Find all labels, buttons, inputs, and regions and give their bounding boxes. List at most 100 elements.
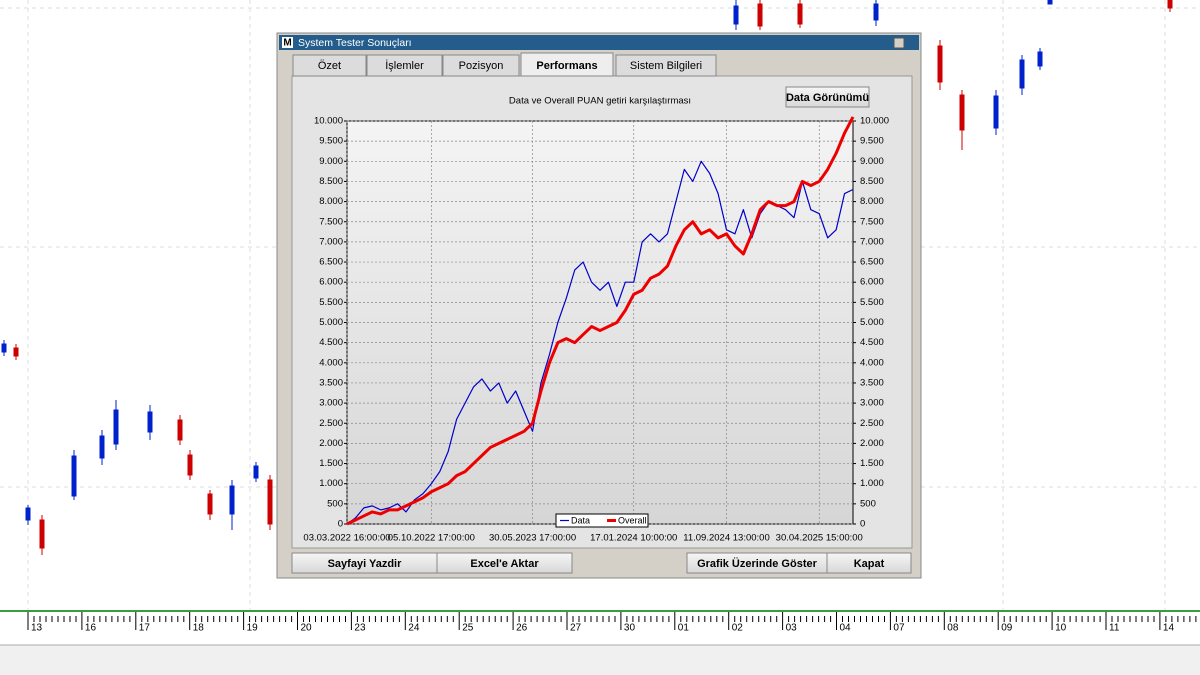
- y-tick-label: 0: [338, 519, 343, 530]
- x-tick-label: 17.01.2024 10:00:00: [590, 533, 677, 544]
- y-tick-label: 9.500: [319, 136, 343, 147]
- y2-tick-label: 7.500: [860, 216, 884, 227]
- y2-tick-label: 0: [860, 519, 865, 530]
- axis-label: 18: [193, 623, 205, 634]
- x-tick-label: 11.09.2024 13:00:00: [683, 533, 769, 544]
- y2-tick-label: 4.000: [860, 357, 884, 368]
- y-tick-label: 5.000: [319, 317, 343, 328]
- button-label[interactable]: Sayfayi Yazdir: [328, 558, 403, 570]
- axis-label: 13: [31, 623, 43, 634]
- x-tick-label: 05.10.2022 17:00:00: [388, 533, 475, 544]
- tab-label[interactable]: Özet: [318, 60, 341, 72]
- y-tick-label: 8.500: [319, 176, 343, 187]
- axis-label: 04: [840, 623, 852, 634]
- icon-letter: M: [283, 38, 291, 49]
- axis-label: 14: [1163, 623, 1175, 634]
- y-tick-label: 1.500: [319, 458, 343, 469]
- tab-label[interactable]: Performans: [536, 60, 597, 72]
- legend-label: Overall: [618, 515, 647, 525]
- y2-tick-label: 2.500: [860, 418, 884, 429]
- y-tick-label: 6.000: [319, 277, 343, 288]
- axis-label: 26: [516, 623, 528, 634]
- axis-label: 02: [732, 623, 744, 634]
- tab[interactable]: [366, 54, 443, 77]
- chart-title: Data ve Overall PUAN getiri karşılaştırm…: [509, 96, 691, 107]
- axis-label: 17: [139, 623, 151, 634]
- button-label[interactable]: Data Görünümü: [786, 92, 869, 104]
- axis-label: 27: [570, 623, 582, 634]
- button-label[interactable]: Excel'e Aktar: [470, 558, 539, 570]
- axis-label: 30: [624, 623, 636, 634]
- y-tick-label: 8.000: [319, 196, 343, 207]
- y-tick-label: 9.000: [319, 156, 343, 167]
- y2-tick-label: 6.500: [860, 257, 884, 268]
- button[interactable]: [826, 552, 912, 574]
- axis-label: 16: [85, 623, 97, 634]
- axis-label: 25: [462, 623, 474, 634]
- axis-label: 09: [1001, 623, 1013, 634]
- x-tick-label: 30.04.2025 15:00:00: [776, 533, 863, 544]
- axis-label: 23: [354, 623, 366, 634]
- button[interactable]: [436, 552, 573, 574]
- y-tick-label: 1.000: [319, 478, 343, 489]
- tab-label[interactable]: Pozisyon: [459, 60, 504, 72]
- series-line: [346, 116, 855, 526]
- tab-label[interactable]: Sistem Bilgileri: [630, 60, 702, 72]
- tab[interactable]: [615, 54, 717, 77]
- y-tick-label: 4.500: [319, 337, 343, 348]
- axis-label: 08: [947, 623, 959, 634]
- y-tick-label: 6.500: [319, 257, 343, 268]
- y2-tick-label: 7.000: [860, 236, 884, 247]
- tab[interactable]: [520, 52, 614, 77]
- y2-tick-label: 10.000: [860, 116, 889, 127]
- y-tick-label: 5.500: [319, 297, 343, 308]
- axis-label: 11: [1109, 623, 1120, 634]
- y2-tick-label: 9.000: [860, 156, 884, 167]
- title-bar: [279, 35, 919, 50]
- axis-label: 10: [1055, 623, 1067, 634]
- legend-label: Data: [571, 515, 590, 525]
- background-grid: [0, 0, 1200, 610]
- window-title: System Tester Sonuçları: [298, 37, 412, 49]
- y-tick-label: 3.500: [319, 377, 343, 388]
- window-icon: [282, 37, 293, 48]
- background-candles: [1, 0, 1173, 555]
- tab[interactable]: [442, 54, 520, 77]
- y2-tick-label: 2.000: [860, 438, 884, 449]
- axis-label: 19: [247, 623, 259, 634]
- button-label[interactable]: Grafik Üzerinde Göster: [697, 557, 818, 570]
- y2-tick-label: 1.000: [860, 478, 884, 489]
- y2-tick-label: 4.500: [860, 337, 884, 348]
- y2-tick-label: 1.500: [860, 458, 884, 469]
- y2-tick-label: 9.500: [860, 136, 884, 147]
- axis-label: 01: [678, 623, 690, 634]
- y-tick-label: 7.000: [319, 236, 343, 247]
- y2-tick-label: 6.000: [860, 277, 884, 288]
- axis-label: 24: [408, 623, 420, 634]
- y2-tick-label: 3.000: [860, 398, 884, 409]
- tab-label[interactable]: İşlemler: [385, 59, 424, 72]
- y-tick-label: 2.500: [319, 418, 343, 429]
- y2-tick-label: 8.000: [860, 196, 884, 207]
- y-tick-label: 3.000: [319, 398, 343, 409]
- legend: [555, 513, 649, 528]
- y-tick-label: 4.000: [319, 357, 343, 368]
- axis-label: 03: [786, 623, 798, 634]
- tab[interactable]: [292, 54, 367, 77]
- axis-label: 07: [893, 623, 905, 634]
- y2-tick-label: 3.500: [860, 377, 884, 388]
- y-tick-label: 10.000: [314, 116, 343, 127]
- axis-label: 20: [301, 623, 313, 634]
- close-icon[interactable]: [893, 37, 905, 49]
- y2-tick-label: 5.000: [860, 317, 884, 328]
- y2-tick-label: 8.500: [860, 176, 884, 187]
- y2-tick-label: 500: [860, 498, 876, 509]
- y-tick-label: 2.000: [319, 438, 343, 449]
- button-label[interactable]: Kapat: [854, 558, 885, 570]
- axis-line: [0, 610, 1200, 612]
- y2-tick-label: 5.500: [860, 297, 884, 308]
- button[interactable]: [785, 86, 870, 108]
